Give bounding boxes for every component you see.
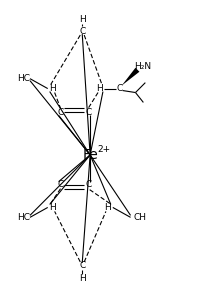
- Text: H: H: [79, 274, 86, 283]
- Text: 2+: 2+: [97, 145, 110, 154]
- Text: C: C: [57, 108, 64, 117]
- Text: H: H: [105, 203, 111, 212]
- Text: H: H: [49, 203, 56, 212]
- Text: CH: CH: [134, 213, 147, 222]
- Text: H: H: [97, 84, 103, 93]
- Text: HC: HC: [18, 74, 30, 83]
- Text: C: C: [85, 108, 91, 117]
- Text: C: C: [117, 84, 123, 93]
- Text: C: C: [85, 180, 91, 189]
- Text: C: C: [57, 180, 64, 189]
- Text: H: H: [49, 84, 56, 93]
- Text: HC: HC: [18, 213, 30, 222]
- Text: H₂N: H₂N: [134, 62, 152, 71]
- Text: C: C: [79, 261, 85, 270]
- Text: Fe: Fe: [82, 148, 98, 162]
- Polygon shape: [122, 68, 139, 86]
- Text: C: C: [79, 27, 85, 35]
- Text: H: H: [79, 15, 86, 24]
